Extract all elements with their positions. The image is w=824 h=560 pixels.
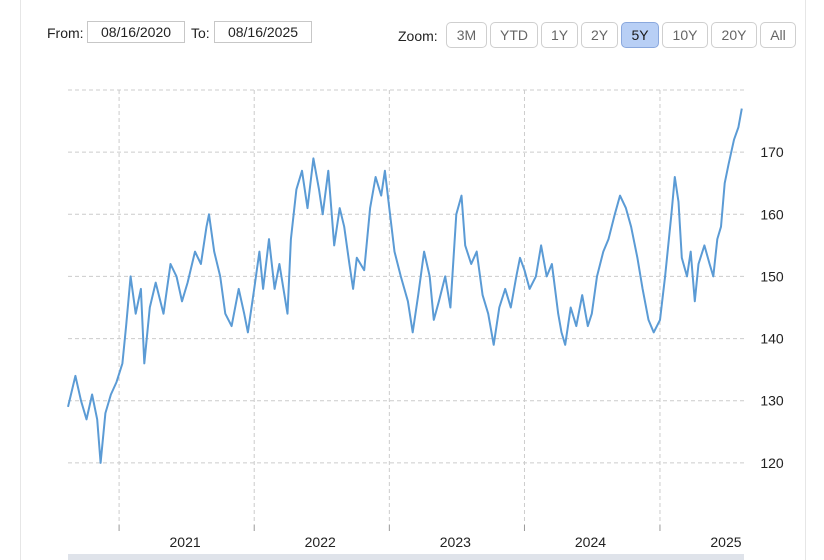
zoom-all-button[interactable]: All bbox=[760, 22, 796, 48]
zoom-3m-button[interactable]: 3M bbox=[446, 22, 487, 48]
zoom-20y-button[interactable]: 20Y bbox=[711, 22, 757, 48]
from-label: From: bbox=[47, 25, 84, 41]
chart-frame-left-border bbox=[20, 0, 21, 560]
to-date-input[interactable] bbox=[214, 21, 312, 43]
chart-frame-right-border bbox=[805, 0, 806, 560]
zoom-5y-button[interactable]: 5Y bbox=[621, 22, 659, 48]
x-tick-label: 2025 bbox=[710, 534, 741, 550]
y-tick-label: 130 bbox=[760, 393, 784, 409]
x-tick-label: 2022 bbox=[305, 534, 336, 550]
zoom-2y-button[interactable]: 2Y bbox=[581, 22, 618, 48]
to-label: To: bbox=[191, 25, 210, 41]
zoom-10y-button[interactable]: 10Y bbox=[662, 22, 708, 48]
x-tick-label: 2023 bbox=[440, 534, 471, 550]
y-tick-label: 140 bbox=[760, 331, 784, 347]
zoom-label: Zoom: bbox=[398, 28, 438, 44]
navigator-scrollbar[interactable] bbox=[68, 554, 744, 560]
x-tick-label: 2021 bbox=[170, 534, 201, 550]
y-tick-label: 170 bbox=[760, 144, 784, 160]
zoom-1y-button[interactable]: 1Y bbox=[541, 22, 578, 48]
y-tick-label: 120 bbox=[760, 455, 784, 471]
from-date-input[interactable] bbox=[87, 21, 185, 43]
x-tick-label: 2024 bbox=[575, 534, 606, 550]
y-tick-label: 160 bbox=[760, 206, 784, 222]
price-series-line bbox=[67, 108, 743, 464]
y-tick-label: 150 bbox=[760, 268, 784, 284]
zoom-ytd-button[interactable]: YTD bbox=[490, 22, 538, 48]
